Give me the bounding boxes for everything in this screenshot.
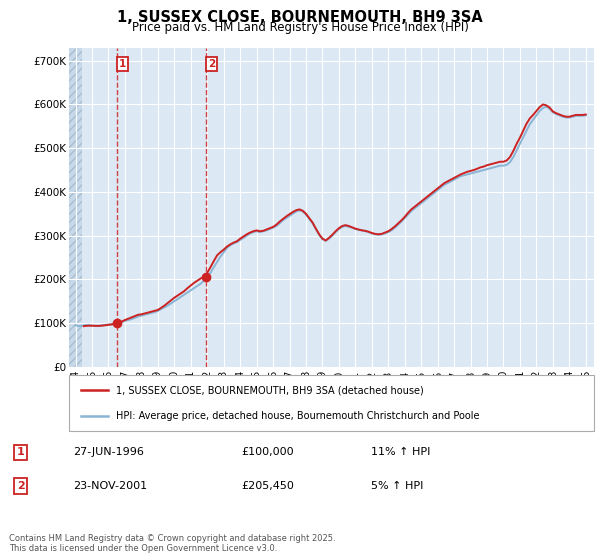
Text: 27-JUN-1996: 27-JUN-1996 bbox=[74, 447, 145, 458]
Text: 5% ↑ HPI: 5% ↑ HPI bbox=[371, 481, 423, 491]
Text: 1: 1 bbox=[119, 59, 126, 69]
Text: HPI: Average price, detached house, Bournemouth Christchurch and Poole: HPI: Average price, detached house, Bour… bbox=[116, 411, 480, 421]
Text: 1, SUSSEX CLOSE, BOURNEMOUTH, BH9 3SA: 1, SUSSEX CLOSE, BOURNEMOUTH, BH9 3SA bbox=[117, 10, 483, 25]
Text: Price paid vs. HM Land Registry's House Price Index (HPI): Price paid vs. HM Land Registry's House … bbox=[131, 21, 469, 34]
Text: Contains HM Land Registry data © Crown copyright and database right 2025.
This d: Contains HM Land Registry data © Crown c… bbox=[9, 534, 335, 553]
Text: 2: 2 bbox=[17, 481, 25, 491]
Text: £100,000: £100,000 bbox=[241, 447, 294, 458]
Text: 1, SUSSEX CLOSE, BOURNEMOUTH, BH9 3SA (detached house): 1, SUSSEX CLOSE, BOURNEMOUTH, BH9 3SA (d… bbox=[116, 385, 424, 395]
Text: 23-NOV-2001: 23-NOV-2001 bbox=[74, 481, 148, 491]
Text: 1: 1 bbox=[17, 447, 25, 458]
Text: 11% ↑ HPI: 11% ↑ HPI bbox=[371, 447, 430, 458]
Text: £205,450: £205,450 bbox=[241, 481, 294, 491]
Text: 2: 2 bbox=[208, 59, 215, 69]
